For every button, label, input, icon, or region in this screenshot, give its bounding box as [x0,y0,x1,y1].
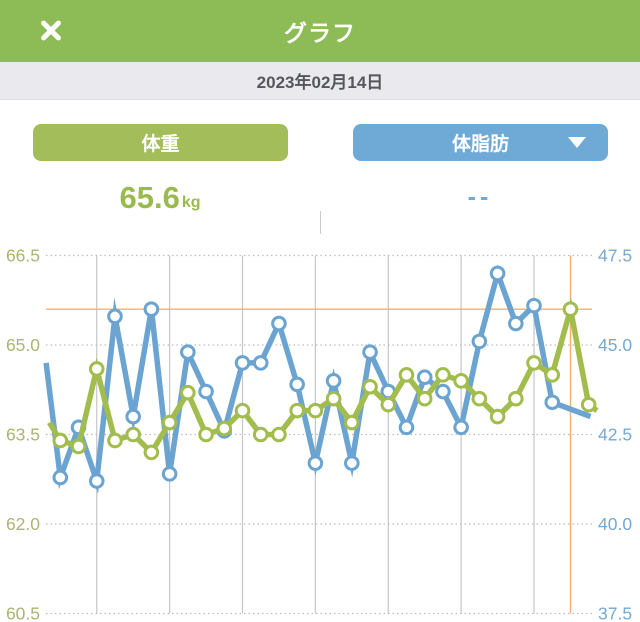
metric-panels: 体重 65.6 kg 体脂肪 -- [0,100,640,335]
data-point [88,361,105,377]
close-icon[interactable] [36,15,66,45]
weight-panel: 体重 65.6 kg [0,100,320,234]
data-point [489,408,506,425]
data-point [271,426,287,443]
data-point [526,355,542,371]
y-axis-right-tick: 42.5 [598,425,632,445]
y-axis-right-tick: 40.0 [598,514,632,534]
data-point [489,265,506,282]
weight-unit: kg [181,193,201,211]
data-point [398,419,415,436]
data-point [143,301,160,318]
data-point [252,355,269,371]
y-axis-left-tick: 65.0 [6,335,40,355]
data-point [289,376,305,393]
data-point [252,426,269,443]
bodyfat-value-row: -- [320,161,640,234]
data-point [234,402,251,419]
bodyfat-value: -- [467,183,493,211]
data-point [435,367,451,383]
data-point [88,473,105,489]
data-point [526,297,542,314]
data-point [289,402,305,419]
y-axis-left-tick: 63.5 [6,425,40,445]
data-point [416,390,433,407]
data-point [380,396,397,413]
data-point [125,426,141,443]
bodyfat-button-label: 体脂肪 [451,134,509,155]
y-axis-left-tick: 66.5 [6,246,40,266]
y-axis-left-tick: 62.0 [6,514,40,534]
data-point [307,455,324,471]
chevron-down-icon [568,137,586,148]
bodyfat-dropdown-button[interactable]: 体脂肪 [353,124,608,161]
data-point [180,344,196,360]
y-axis-right-tick: 45.0 [598,335,632,355]
data-point [198,426,214,443]
y-axis-right-tick: 47.5 [598,246,632,266]
data-point [508,390,524,407]
weight-value: 65.6 [119,179,180,215]
data-point [216,420,233,437]
chart[interactable]: 66.5 65.0 63.5 62.0 60.5 47.5 45.0 42.5 40.0 37.5 [0,234,640,622]
data-point [307,402,324,419]
y-axis-left-tick: 60.5 [6,604,40,622]
data-point [544,394,561,411]
y-axis-right-tick: 37.5 [598,604,632,622]
data-point [325,373,342,389]
data-point [52,469,69,486]
data-point [362,378,378,395]
data-point [453,419,469,436]
chart-canvas[interactable]: 66.5 65.0 63.5 62.0 60.5 47.5 45.0 42.5 40.0 37.5 [0,234,640,622]
data-point [234,355,251,371]
header: グラフ [0,0,640,62]
data-point [344,455,360,471]
data-point [435,383,451,400]
data-point [508,315,524,332]
data-point [471,390,488,407]
bodyfat-panel: 体脂肪 -- [320,100,640,234]
data-point [344,414,360,431]
data-point [52,432,69,449]
data-point [70,438,87,455]
data-point [271,315,287,332]
date-bar: 2023年02月14日 [0,62,640,100]
data-point [161,414,178,431]
weight-button[interactable]: 体重 [33,124,288,161]
data-point [471,333,488,350]
data-point [580,396,597,413]
data-point [180,384,196,401]
date-label: 2023年02月14日 [256,73,384,92]
data-point [325,390,342,407]
weight-value-row: 65.6 kg [0,161,320,234]
data-point [362,344,378,360]
data-point [107,432,123,449]
page-title: グラフ [284,20,356,46]
data-point [562,301,579,318]
data-point [398,367,415,383]
series-line-right [43,264,592,494]
data-point [453,373,469,389]
data-point [544,367,561,383]
data-point [161,466,178,482]
data-point [143,444,160,461]
data-point [416,369,433,386]
data-point [125,408,141,425]
data-point [107,308,123,325]
data-point [198,383,214,400]
